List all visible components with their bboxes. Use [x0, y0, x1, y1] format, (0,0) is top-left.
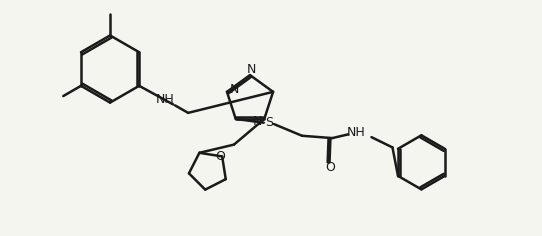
Text: O: O — [215, 150, 225, 163]
Text: S: S — [266, 116, 273, 129]
Text: NH: NH — [156, 93, 174, 106]
Text: N: N — [229, 83, 238, 96]
Text: N: N — [253, 115, 262, 128]
Text: NH: NH — [347, 126, 366, 139]
Text: O: O — [325, 161, 335, 174]
Text: N: N — [246, 63, 256, 76]
